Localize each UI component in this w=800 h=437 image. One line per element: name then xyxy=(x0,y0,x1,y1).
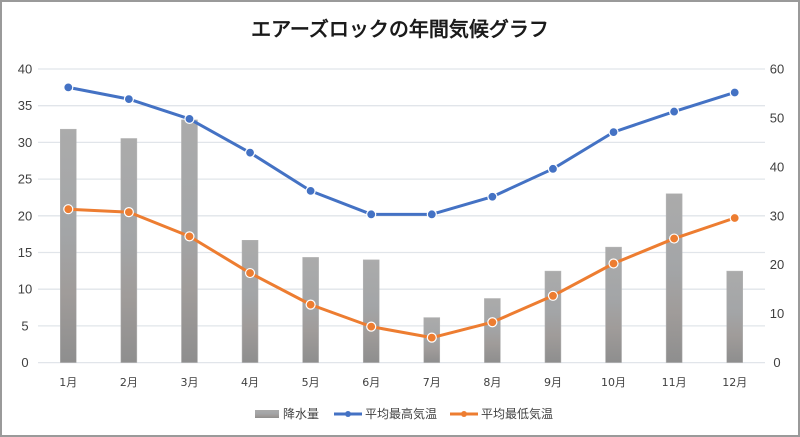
precipitation-bar[interactable] xyxy=(484,298,501,363)
x-axis-category-label: 10月 xyxy=(601,376,626,389)
x-axis-category-label: 12月 xyxy=(722,376,747,389)
data-point[interactable] xyxy=(366,209,377,220)
x-axis-category-label: 3月 xyxy=(180,376,198,389)
temperature-lines xyxy=(63,82,740,343)
left-axis-tick-label: 20 xyxy=(18,208,32,223)
left-axis-tick-label: 0 xyxy=(21,355,28,370)
data-point[interactable] xyxy=(729,87,740,98)
precipitation-bar[interactable] xyxy=(241,240,259,363)
precipitation-bar[interactable] xyxy=(665,193,683,363)
x-axis-category-label: 4月 xyxy=(241,376,259,389)
legend-label-max-temp[interactable]: 平均最高気温 xyxy=(365,406,437,421)
data-point[interactable] xyxy=(669,233,680,244)
data-point[interactable] xyxy=(63,82,74,93)
series-line[interactable] xyxy=(66,85,737,216)
precipitation-bar[interactable] xyxy=(726,270,743,363)
precipitation-bar[interactable] xyxy=(120,138,138,363)
x-axis-category-label: 8月 xyxy=(483,376,501,389)
data-point[interactable] xyxy=(244,267,256,279)
left-axis-tick-label: 40 xyxy=(18,62,32,77)
x-axis-category-label: 7月 xyxy=(423,376,441,389)
right-axis-tick-label: 0 xyxy=(773,355,780,370)
data-point[interactable] xyxy=(608,258,619,269)
precipitation-bar[interactable] xyxy=(362,259,380,363)
x-axis-category-label: 9月 xyxy=(544,376,562,389)
data-point[interactable] xyxy=(305,185,316,196)
chart-title: エアーズロックの年間気候グラフ xyxy=(251,17,549,41)
data-point[interactable] xyxy=(487,317,498,328)
series-line[interactable] xyxy=(66,207,737,340)
x-axis-categories: 1月 2月 3月 4月 5月 6月 7月 8月 9月 10月 11月 12月 xyxy=(59,376,747,389)
right-axis-tick-label: 40 xyxy=(770,159,784,174)
precipitation-bar[interactable] xyxy=(60,128,77,363)
data-point[interactable] xyxy=(123,207,134,218)
x-axis-category-label: 5月 xyxy=(302,376,320,389)
right-axis-tick-label: 50 xyxy=(770,110,784,125)
data-point[interactable] xyxy=(547,290,559,301)
data-point[interactable] xyxy=(244,147,256,158)
data-point[interactable] xyxy=(426,209,437,220)
data-point[interactable] xyxy=(305,299,316,310)
data-point[interactable] xyxy=(184,113,195,125)
legend-marker-min-temp xyxy=(461,411,467,417)
data-point[interactable] xyxy=(366,321,377,332)
right-axis-tick-label: 20 xyxy=(770,257,784,272)
left-axis-tick-label: 30 xyxy=(18,135,32,150)
data-point[interactable] xyxy=(426,332,437,343)
precipitation-bar[interactable] xyxy=(605,246,622,363)
left-axis-tick-label: 35 xyxy=(18,98,32,113)
left-axis-tick-label: 10 xyxy=(18,282,32,297)
x-axis-category-label: 6月 xyxy=(362,376,380,389)
left-axis-tick-label: 15 xyxy=(18,245,32,260)
x-axis-category-label: 11月 xyxy=(662,376,687,389)
data-point[interactable] xyxy=(547,163,559,174)
legend[interactable]: 降水量 平均最高気温 平均最低気温 xyxy=(255,406,553,421)
left-axis: 0 5 10 15 20 25 30 35 40 xyxy=(18,62,32,371)
legend-marker-max-temp xyxy=(345,411,351,417)
data-point[interactable] xyxy=(608,127,619,138)
precipitation-bar[interactable] xyxy=(544,270,562,363)
legend-label-min-temp[interactable]: 平均最低気温 xyxy=(481,406,553,421)
x-axis-category-label: 2月 xyxy=(120,376,138,389)
left-axis-tick-label: 25 xyxy=(18,172,32,187)
precipitation-bar[interactable] xyxy=(302,257,319,363)
data-point[interactable] xyxy=(123,93,134,105)
left-axis-tick-label: 5 xyxy=(21,318,28,333)
right-axis: 0 10 20 30 40 50 60 xyxy=(770,62,784,371)
gridlines xyxy=(38,68,765,364)
data-point[interactable] xyxy=(184,231,195,242)
data-point[interactable] xyxy=(729,212,740,224)
right-axis-tick-label: 30 xyxy=(770,208,784,223)
data-point[interactable] xyxy=(487,191,498,202)
data-point[interactable] xyxy=(63,204,74,215)
right-axis-tick-label: 60 xyxy=(770,62,784,77)
legend-label-precipitation[interactable]: 降水量 xyxy=(283,407,319,421)
legend-swatch-precipitation xyxy=(255,410,279,418)
right-axis-tick-label: 10 xyxy=(770,306,784,321)
x-axis-category-label: 1月 xyxy=(59,376,77,389)
data-point[interactable] xyxy=(669,106,680,117)
